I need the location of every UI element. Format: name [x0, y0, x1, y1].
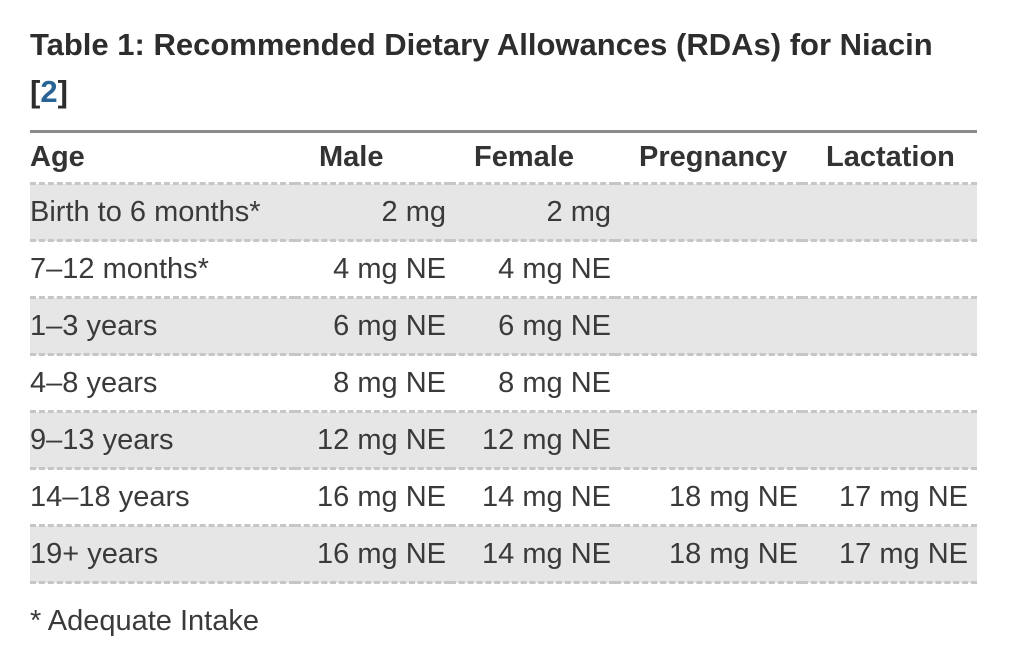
reference-link[interactable]: 2 [40, 74, 58, 109]
table-row: 4–8 years 8 mg NE 8 mg NE [30, 354, 977, 412]
cell-age: 19+ years [30, 537, 159, 570]
column-header-pregnancy: Pregnancy [639, 141, 788, 173]
table-title-reference: [2] [30, 68, 977, 115]
cell-lactation [802, 412, 977, 469]
cell-lactation [802, 241, 977, 298]
cell-female: 14 mg NE [482, 537, 611, 570]
cell-age: 14–18 years [30, 480, 190, 513]
cell-female: 4 mg NE [498, 252, 611, 285]
cell-lactation [802, 355, 977, 412]
cell-male: 12 mg NE [317, 423, 446, 456]
cell-pregnancy [615, 355, 802, 412]
table-section: Table 1: Recommended Dietary Allowances … [30, 0, 977, 638]
cell-male: 2 mg [381, 195, 446, 228]
cell-male: 8 mg NE [333, 366, 446, 399]
cell-age: 9–13 years [30, 423, 174, 456]
column-header-lactation: Lactation [826, 141, 955, 173]
column-header-male: Male [319, 141, 384, 173]
cell-lactation [802, 184, 977, 241]
cell-age: 7–12 months* [30, 252, 209, 285]
table-title-block: Table 1: Recommended Dietary Allowances … [30, 0, 977, 115]
table-title-text: Table 1: Recommended Dietary Allowances … [30, 27, 933, 62]
table-row: Birth to 6 months* 2 mg 2 mg [30, 183, 977, 241]
cell-female: 6 mg NE [498, 309, 611, 342]
table-row: 1–3 years 6 mg NE 6 mg NE [30, 297, 977, 355]
cell-pregnancy: 18 mg NE [669, 537, 798, 570]
cell-pregnancy [615, 184, 802, 241]
reference-bracket-open: [ [30, 74, 41, 109]
reference-bracket-close: ] [57, 74, 68, 109]
cell-female: 12 mg NE [482, 423, 611, 456]
cell-lactation: 17 mg NE [839, 480, 968, 513]
cell-lactation [802, 298, 977, 355]
cell-age: Birth to 6 months* [30, 195, 261, 228]
cell-pregnancy [615, 298, 802, 355]
cell-male: 16 mg NE [317, 537, 446, 570]
cell-male: 16 mg NE [317, 480, 446, 513]
cell-female: 14 mg NE [482, 480, 611, 513]
table-row: 14–18 years 16 mg NE 14 mg NE 18 mg NE 1… [30, 468, 977, 526]
column-header-female: Female [474, 141, 574, 173]
table-row: 9–13 years 12 mg NE 12 mg NE [30, 411, 977, 469]
cell-male: 6 mg NE [333, 309, 446, 342]
cell-female: 2 mg [546, 195, 611, 228]
table-row: 7–12 months* 4 mg NE 4 mg NE [30, 240, 977, 298]
rda-niacin-table: Age Male Female Pregnancy Lactation Birt… [30, 130, 977, 584]
table-header-row: Age Male Female Pregnancy Lactation [30, 131, 977, 184]
cell-male: 4 mg NE [333, 252, 446, 285]
column-header-age: Age [30, 141, 85, 173]
table-title: Table 1: Recommended Dietary Allowances … [30, 21, 977, 68]
cell-pregnancy [615, 412, 802, 469]
cell-pregnancy: 18 mg NE [669, 480, 798, 513]
cell-age: 1–3 years [30, 309, 158, 342]
table-footnote: * Adequate Intake [30, 605, 259, 637]
cell-lactation: 17 mg NE [839, 537, 968, 570]
table-row: 19+ years 16 mg NE 14 mg NE 18 mg NE 17 … [30, 525, 977, 583]
cell-female: 8 mg NE [498, 366, 611, 399]
cell-pregnancy [615, 241, 802, 298]
cell-age: 4–8 years [30, 366, 158, 399]
